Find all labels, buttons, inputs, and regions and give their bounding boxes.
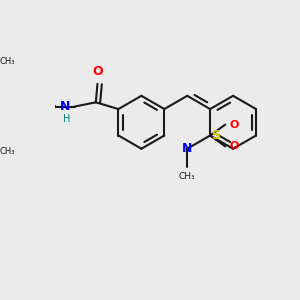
Text: CH₃: CH₃	[0, 147, 15, 156]
Text: H: H	[63, 114, 70, 124]
Text: O: O	[230, 141, 239, 152]
Text: N: N	[182, 142, 192, 155]
Text: CH₃: CH₃	[0, 57, 15, 66]
Text: O: O	[92, 65, 103, 78]
Text: N: N	[60, 100, 70, 113]
Text: O: O	[230, 120, 239, 130]
Text: S: S	[212, 129, 220, 142]
Text: CH₃: CH₃	[179, 172, 196, 181]
